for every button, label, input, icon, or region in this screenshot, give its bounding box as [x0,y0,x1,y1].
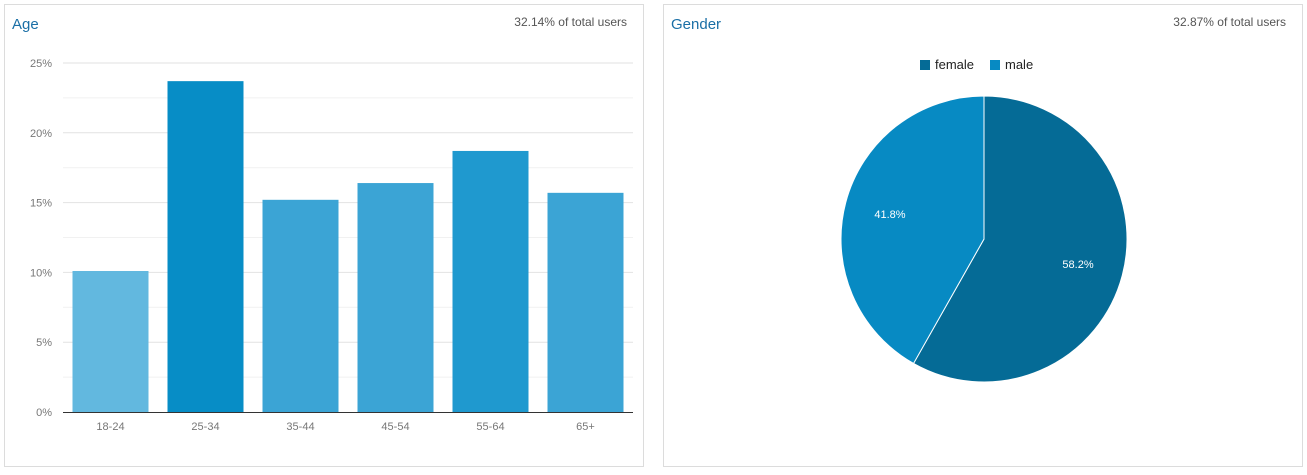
x-tick-label: 25-34 [191,421,219,433]
age-panel: Age 32.14% of total users 0% 5% 10% 15% 20% 2… [4,4,644,467]
x-tick-label: 65+ [576,421,595,433]
y-tick-label: 10% [30,267,52,279]
y-tick-label: 25% [30,58,52,70]
pie-slice-male[interactable] [840,95,985,365]
legend-swatch-female [920,60,930,70]
gender-panel: Gender 32.87% of total users female male 5… [663,4,1303,467]
legend-label-male[interactable]: male [1005,57,1033,72]
age-bar-chart: 0% 5% 10% 15% 20% 25% 18-24 25-34 35-44 45-54 55-6… [30,58,633,433]
age-share-of-users: 32.14% of total users [514,15,627,29]
gender-pie-chart: female male 58.2% 41.8% [840,57,1128,383]
age-bar[interactable] [72,271,149,412]
y-tick-label: 15% [30,198,52,210]
y-tick-label: 0% [36,407,52,419]
age-bar[interactable] [262,199,339,412]
gender-share-of-users: 32.87% of total users [1173,15,1286,29]
legend-label-female[interactable]: female [935,57,974,72]
y-tick-label: 20% [30,128,52,140]
x-tick-label: 35-44 [286,421,314,433]
age-title: Age [12,16,39,33]
pie-slice-female[interactable] [912,95,1128,383]
legend-swatch-male [990,60,1000,70]
y-tick-label: 5% [36,337,52,349]
age-bar[interactable] [452,150,529,412]
x-tick-label: 55-64 [476,421,504,433]
age-bar[interactable] [547,192,624,412]
gender-title: Gender [671,16,722,33]
x-tick-label: 45-54 [381,421,409,433]
slice-value-label-male: 41.8% [874,209,905,221]
age-bar[interactable] [357,183,434,412]
age-bar[interactable] [167,81,244,412]
x-tick-label: 18-24 [96,421,124,433]
slice-value-label-female: 58.2% [1062,259,1093,271]
